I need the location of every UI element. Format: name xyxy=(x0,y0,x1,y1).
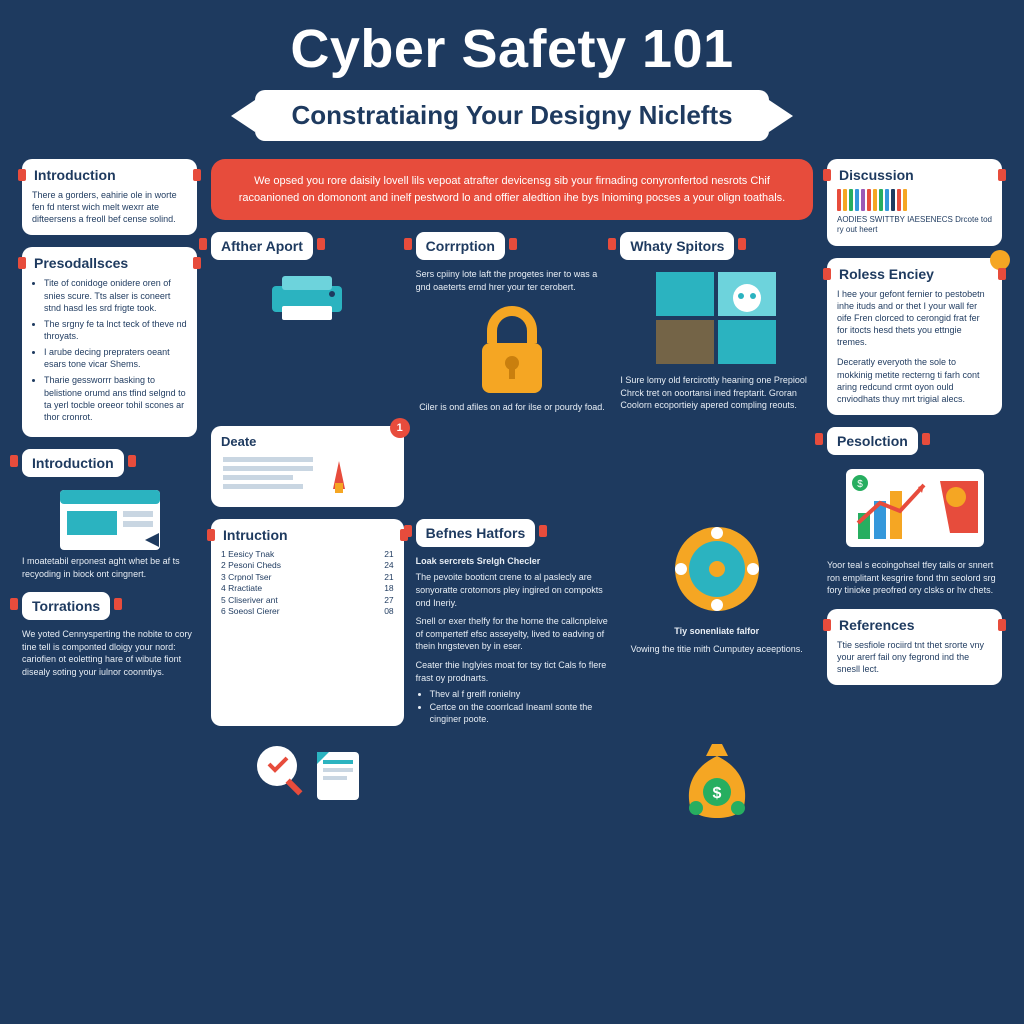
card-presodallsces: Presodallsces Tite of conidoge onidere o… xyxy=(22,247,197,437)
card-header: Deate xyxy=(221,434,394,449)
card-intruction: Intruction 1 Eesicy Tnak21 2 Pesoni Ched… xyxy=(211,519,404,726)
card-introduction: Introduction There a gorders, eahirie ol… xyxy=(22,159,197,235)
card-deate: Deate 1 xyxy=(211,426,404,507)
card-references: References Ttie sesfiole rociird tnt the… xyxy=(827,609,1002,685)
card-roless-enciey: Roless Enciey I hee your gefont fernier … xyxy=(827,258,1002,415)
document-lines-icon xyxy=(221,453,361,497)
page-title: Cyber Safety 101 xyxy=(22,18,1002,80)
card-header: References xyxy=(837,617,992,633)
card-header: Introduction xyxy=(32,167,187,183)
money-bag-icon: $ xyxy=(620,738,813,828)
photo-grid-icon xyxy=(652,268,782,368)
card-header: Pesolction xyxy=(827,427,918,455)
card-header: Afther Aport xyxy=(211,232,313,260)
svg-text:$: $ xyxy=(857,479,863,490)
card-header: Whaty Spitors xyxy=(620,232,734,260)
table-row: 2 Pesoni Cheds24 xyxy=(221,560,394,571)
bullet-list: Thev al f greifl ronielny Certce on the … xyxy=(416,688,609,726)
card-text: I moatetabil erponest aght whet be af ts… xyxy=(22,555,197,580)
card-text: I Sure lomy old fercirottly heaning one … xyxy=(620,374,813,412)
alert-banner: We opsed you rore daisily lovell lils ve… xyxy=(211,159,813,220)
table-row: 3 Crpnol Tser21 xyxy=(221,572,394,583)
svg-text:$: $ xyxy=(712,785,721,802)
card-header: Presodallsces xyxy=(32,255,187,271)
bullet-list: Tite of conidoge onidere oren of snies s… xyxy=(32,277,187,423)
block-pesolction: Pesolction $ Yoor teal xyxy=(827,427,1002,597)
card-header: Torrations xyxy=(22,592,110,620)
card-discussion: Discussion AODIES SWITTBY IAESENECS Drco… xyxy=(827,159,1002,246)
badge-icon: 1 xyxy=(390,418,410,438)
block-torrations: Torrations We yoted Cennysperting the no… xyxy=(22,592,197,678)
caption: Ciler is ond afiles on ad for ilse or po… xyxy=(416,401,609,414)
card-text: AODIES SWITTBY IAESENECS Drcote tod ry o… xyxy=(837,215,992,236)
block-introduction-2: Introduction I moatetabil erponest aght … xyxy=(22,449,197,580)
block-after-aport: Afther Aport xyxy=(211,232,404,414)
card-text: Sers cpiiny lote laft the progetes iner … xyxy=(416,268,609,293)
card-text: We yoted Cennysperting the nobite to cor… xyxy=(22,628,197,678)
block-whaty-spitors: Whaty Spitors I Sure lomy old ferciro xyxy=(620,232,813,414)
card-text: Deceratly everyoth the sole to mokkinig … xyxy=(837,356,992,405)
card-header: Intruction xyxy=(221,527,394,543)
gear-icon xyxy=(990,250,1010,270)
table-row: 6 Soeosl Cierer08 xyxy=(221,606,394,617)
block-compass: Tiy sonenliate falfor Vowing the titie m… xyxy=(620,519,813,726)
card-text: There a gorders, eahirie ole in worte fe… xyxy=(32,189,187,225)
card-text: Ttie sesfiole rociird tnt thet srorte vn… xyxy=(837,639,992,675)
chart-icon: $ xyxy=(840,463,990,553)
lock-icon xyxy=(467,301,557,401)
card-header: Roless Enciey xyxy=(837,266,992,282)
chat-search-icon xyxy=(211,738,404,828)
table-row: 1 Eesicy Tnak21 xyxy=(221,549,394,560)
card-header: Befnes Hatfors xyxy=(416,519,536,547)
card-header: Corrrption xyxy=(416,232,505,260)
printer-icon xyxy=(252,268,362,328)
table-row: 5 Cliseriver ant27 xyxy=(221,595,394,606)
subtitle-ribbon: Constratiaing Your Designy Niclefts xyxy=(255,90,768,141)
browser-icon xyxy=(55,485,165,555)
block-corrption: Corrrption Sers cpiiny lote laft the pro… xyxy=(416,232,609,414)
table-row: 4 Rractiate18 xyxy=(221,583,394,594)
block-befnes-hatfors: Befnes Hatfors Loak sercrets Srelgh Chec… xyxy=(416,519,609,726)
card-header: Introduction xyxy=(22,449,124,477)
card-header: Discussion xyxy=(837,167,992,183)
card-text: I hee your gefont fernier to pestobetn i… xyxy=(837,288,992,349)
card-text: Yoor teal s ecoingohsel tfey tails or sn… xyxy=(827,559,1002,597)
barcode-icon xyxy=(837,189,992,211)
compass-icon xyxy=(667,519,767,619)
